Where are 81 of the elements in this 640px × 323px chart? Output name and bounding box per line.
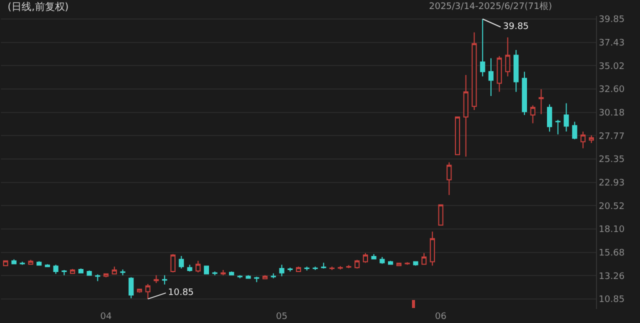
candlestick (187, 264, 192, 272)
candlestick (380, 256, 385, 264)
candlestick (354, 259, 360, 270)
candlestick (362, 252, 368, 264)
candlestick (103, 272, 109, 278)
y-tick-label: 10.85 (598, 295, 625, 306)
y-tick-label: 37.43 (598, 38, 625, 49)
candlestick (371, 254, 376, 260)
candlestick (472, 32, 477, 111)
y-tick-label: 20.52 (598, 202, 625, 212)
y-tick-label: 27.77 (598, 132, 625, 142)
y-tick-label: 18.10 (598, 225, 625, 236)
candlestick (446, 162, 452, 196)
candlestick (421, 252, 427, 266)
candlestick (154, 274, 159, 284)
y-tick-label: 13.26 (598, 272, 625, 282)
candlestick (538, 88, 544, 115)
x-tick-label: 04 (100, 312, 112, 322)
candlestick (321, 262, 326, 270)
candlestick (346, 264, 352, 269)
candlestick (28, 259, 34, 266)
candlestick (572, 121, 578, 140)
candlestick (178, 256, 184, 270)
candlestick (312, 266, 318, 270)
y-tick-label: 39.85 (598, 15, 625, 26)
candlestick (53, 264, 58, 274)
candlestick (44, 264, 50, 268)
y-tick-label: 15.68 (598, 248, 625, 258)
candlestick (212, 270, 218, 276)
candlestick (454, 116, 460, 156)
x-tick-label: 05 (276, 312, 288, 322)
candlestick (170, 254, 176, 273)
candlestick (547, 104, 552, 132)
candlestick (86, 270, 92, 276)
y-tick-label: 22.93 (598, 178, 625, 188)
candlestick (204, 265, 209, 275)
candlestick (404, 262, 410, 266)
candlestick (112, 266, 117, 275)
candlestick (220, 270, 226, 276)
candlestick (580, 131, 586, 149)
y-tick-label: 30.18 (598, 108, 625, 118)
candlestick (505, 36, 510, 77)
candlestick (78, 268, 84, 274)
candlestick (480, 18, 486, 77)
candlestick (430, 231, 435, 266)
candlestick (145, 284, 150, 300)
candlestick (338, 266, 343, 270)
candlestick (254, 276, 260, 283)
candlestick (95, 274, 100, 282)
candlestick (514, 49, 519, 92)
candlestick (564, 102, 569, 132)
candlestick (396, 262, 402, 267)
candlestick (162, 274, 168, 285)
candlestick (329, 266, 335, 270)
annotation: 39.85 (503, 22, 529, 32)
candlestick (270, 272, 276, 279)
candlestick (196, 260, 201, 273)
candlestick (279, 264, 284, 277)
chart-title: (日线,前复权) (8, 1, 69, 14)
candlestick (588, 134, 594, 144)
candlestick (70, 268, 76, 274)
annotation: 10.85 (168, 288, 194, 298)
candlestick (62, 270, 67, 276)
candlestick (120, 269, 126, 276)
candlestick (128, 276, 134, 299)
candlestick (530, 104, 536, 124)
y-tick-label: 35.02 (598, 62, 625, 72)
candlestick (229, 270, 234, 276)
candlestick (304, 266, 310, 271)
candlestick (296, 266, 302, 272)
candlestick (288, 267, 293, 272)
text: 2025/3/14-2025/6/27(71根) (429, 1, 552, 12)
candlestick (438, 204, 444, 226)
candlestick (555, 119, 560, 135)
y-tick-label: 32.60 (598, 85, 625, 96)
candlestick (463, 74, 468, 158)
candlestick (488, 58, 494, 97)
y-tick-label: 25.35 (598, 155, 625, 166)
x-tick-label: 06 (435, 312, 447, 322)
candlestick (496, 56, 502, 92)
candlestick (522, 71, 527, 116)
